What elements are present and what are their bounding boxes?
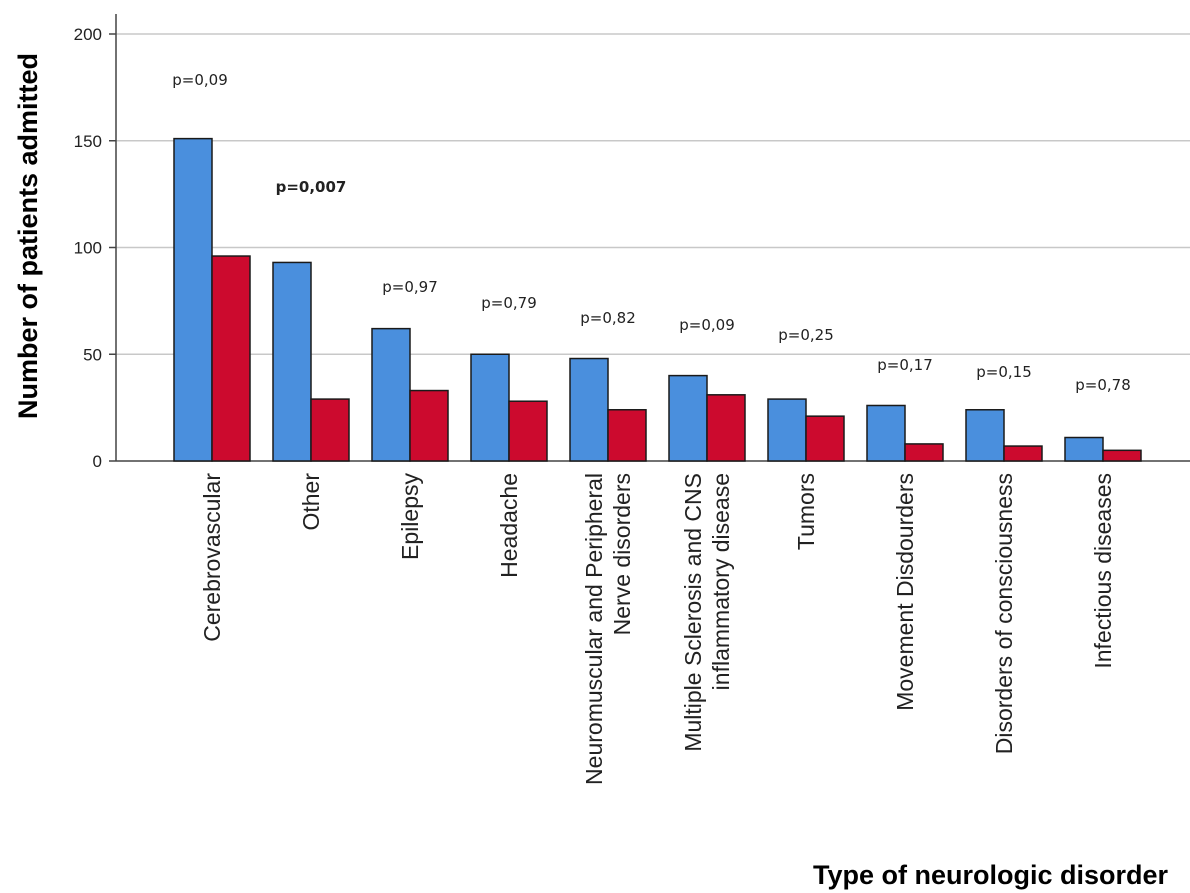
category-label-line: Cerebrovascular: [199, 473, 225, 642]
bar: [965, 409, 1005, 462]
category-label-line: Neuromuscular and Peripheral: [581, 473, 607, 785]
y-tick-label: 100: [74, 239, 102, 258]
bar: [904, 443, 944, 462]
category-label: Other: [298, 473, 324, 531]
p-value-label: p=0,25: [778, 326, 834, 344]
p-value-label: p=0,007: [276, 178, 347, 196]
bar: [310, 398, 350, 462]
bar: [767, 398, 807, 462]
p-value-label: p=0,15: [976, 363, 1032, 381]
category-label: Infectious diseases: [1090, 473, 1116, 669]
category-label-line: inflammatory disease: [708, 473, 734, 690]
bar: [569, 357, 609, 462]
bar: [805, 415, 845, 462]
category-label: Disorders of consciousness: [991, 473, 1017, 754]
bar: [1003, 445, 1043, 462]
p-value-label: p=0,82: [580, 309, 636, 327]
p-value-annotations: p=0,09 p=0,007 p=0,97 p=0,79 p=0,82 p=0,09 p=0…: [172, 71, 1131, 394]
bar: [668, 374, 708, 462]
p-value-label: p=0,09: [679, 316, 735, 334]
category-label: Epilepsy: [397, 473, 423, 560]
y-tick-label: 0: [93, 452, 102, 471]
y-axis-title: Number of patients admitted: [13, 53, 43, 419]
bar: [1102, 449, 1142, 462]
bar: [1064, 436, 1104, 462]
bar: [470, 353, 510, 462]
bar: [706, 394, 746, 462]
y-tick-label: 150: [74, 132, 102, 151]
bar: [508, 400, 548, 462]
category-labels: Cerebrovascular Other Epilepsy Headache Neur…: [199, 473, 1116, 785]
bar: [866, 404, 906, 462]
x-axis-title: Type of neurologic disorder: [813, 860, 1169, 890]
bar: [409, 389, 449, 462]
category-label-line: Multiple Sclerosis and CNS: [680, 473, 706, 752]
category-label: Headache: [496, 473, 522, 578]
category-label: Cerebrovascular: [199, 473, 225, 642]
p-value-label: p=0,78: [1075, 376, 1131, 394]
y-tick-labels: 0 50 100 150 200: [74, 25, 102, 471]
p-value-label: p=0,09: [172, 71, 228, 89]
bar: [607, 409, 647, 462]
y-tick-label: 200: [74, 25, 102, 44]
bar: [272, 261, 312, 462]
category-label: Neuromuscular and Peripheral Nerve disord…: [581, 473, 635, 785]
y-tick-label: 50: [83, 345, 102, 364]
category-label: Tumors: [793, 473, 819, 550]
axes: [109, 14, 1190, 462]
gridlines: [116, 33, 1190, 355]
bar: [371, 327, 411, 462]
category-label-line: Tumors: [793, 473, 819, 550]
p-value-label: p=0,17: [877, 356, 933, 374]
category-label-line: Headache: [496, 473, 522, 578]
category-label-line: Other: [298, 473, 324, 531]
category-label-line: Disorders of consciousness: [991, 473, 1017, 754]
category-label-line: Infectious diseases: [1090, 473, 1116, 669]
bar: [211, 255, 251, 462]
category-label-line: Nerve disorders: [609, 473, 635, 635]
bar: [173, 137, 213, 462]
p-value-label: p=0,97: [382, 278, 438, 296]
bars: [173, 137, 1142, 462]
p-value-label: p=0,79: [481, 294, 537, 312]
category-label-line: Movement Disdourders: [892, 473, 918, 711]
category-label-line: Epilepsy: [397, 473, 423, 560]
category-label: Movement Disdourders: [892, 473, 918, 711]
category-label: Multiple Sclerosis and CNS inflammatory d…: [680, 473, 734, 752]
